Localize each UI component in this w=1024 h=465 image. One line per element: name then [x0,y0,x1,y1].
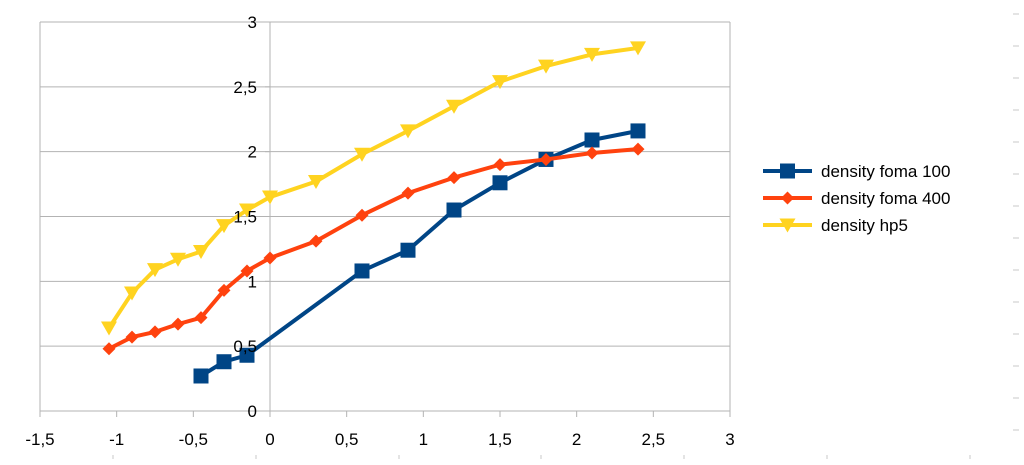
data-point [539,152,553,166]
data-point [538,59,554,74]
data-point [194,311,208,325]
series-density-foma-400 [102,142,645,356]
data-point [239,203,255,218]
data-point [354,263,370,279]
data-point [584,132,600,148]
data-point [263,251,277,265]
x-tick-label: 0 [265,430,274,449]
data-point [780,163,795,179]
data-point [239,347,255,363]
data-point [400,242,416,258]
data-point [492,175,508,191]
data-point [584,47,600,62]
data-point [193,245,209,260]
series-line [199,128,639,378]
legend-entry: density foma 100 [763,162,950,181]
data-point [262,190,278,205]
data-point [585,146,599,160]
data-point [124,286,140,301]
legend: density foma 100 density foma 400 density … [763,162,950,235]
data-point [354,147,370,162]
data-point [493,158,507,172]
data-point [171,317,185,331]
data-point [447,171,461,185]
data-point [779,218,796,233]
series-density-foma-100 [193,123,646,384]
data-point [446,202,462,218]
data-point [240,264,254,278]
y-tick-label: 0,5 [233,337,257,356]
legend-label: density hp5 [821,216,908,235]
tick-label-layer: -1,5 -1 -0,5 0 0,5 1 1,5 2 2,5 3 0 0,5 1 1,5 2 2,5 3 [25,13,734,449]
x-tick-label: 2,5 [642,430,666,449]
data-point [401,186,415,200]
data-point [630,123,646,139]
data-point [102,342,116,356]
data-point [101,321,117,336]
right-edge-marks [112,13,1019,459]
series-density-hp5 [101,41,646,336]
data-point [308,174,324,189]
series-line [107,45,639,330]
data-point [170,252,186,267]
series-layer [101,41,646,384]
x-tick-label: 2 [572,430,581,449]
x-tick-label: 3 [725,430,734,449]
grid-layer [39,21,731,412]
data-point [217,283,231,297]
series-line [108,147,639,351]
data-point [147,263,163,278]
x-tick-label: 0,5 [335,430,359,449]
legend-label: density foma 100 [821,162,950,181]
data-point [309,234,323,248]
y-tick-label: 1,5 [233,208,257,227]
legend-label: density foma 400 [821,189,950,208]
legend-entry: density foma 400 [763,189,950,208]
data-point [400,124,416,139]
data-point [631,142,645,156]
data-point [216,354,232,370]
legend-entry: density hp5 [763,216,908,235]
x-tick-label: -1 [109,430,124,449]
data-point [492,75,508,90]
data-point [630,41,646,56]
data-point [193,368,209,384]
y-tick-label: 0 [248,402,257,421]
y-tick-label: 2,5 [233,78,257,97]
x-tick-label: -1,5 [25,430,54,449]
data-point [125,330,139,344]
y-tick-label: 3 [248,13,257,32]
data-point [148,325,162,339]
y-tick-label: 2 [248,143,257,162]
y-tick-label: 1 [248,272,257,291]
x-tick-label: -0,5 [179,430,208,449]
data-point [355,208,369,222]
data-point [781,191,794,205]
data-point [216,219,232,234]
x-tick-label: 1,5 [488,430,512,449]
data-point [446,99,462,114]
axis-layer [39,21,731,417]
x-tick-label: 1 [419,430,428,449]
